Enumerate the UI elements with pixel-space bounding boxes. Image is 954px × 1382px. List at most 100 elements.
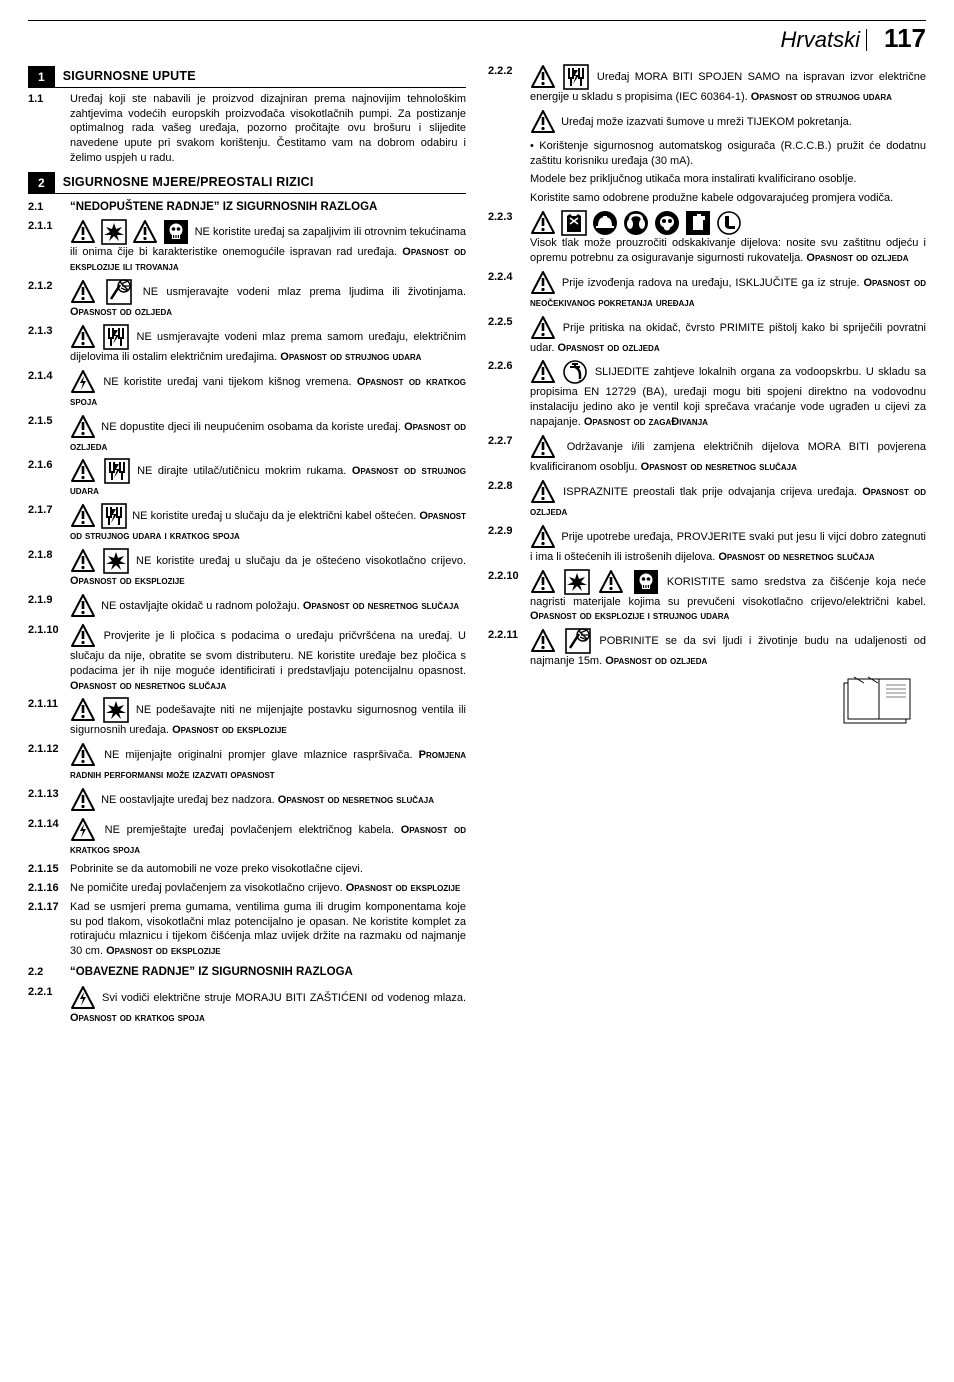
- hazard-text: Opasnost od ozljeda: [70, 306, 172, 318]
- warning-icon: [70, 324, 96, 350]
- entry-num: 2.1.4: [28, 369, 70, 410]
- hazard-text: Opasnost od nesretnog slučaja: [303, 600, 459, 612]
- entry-2-1-2: 2.1.2 NE usmjeravajte vodeni mlaz prema …: [28, 279, 466, 320]
- entry-text: NE dirajte utilač/utičnicu mokrim rukama…: [137, 465, 352, 477]
- entry-num: 1.1: [28, 92, 70, 166]
- hazard-text: Opasnost od ozljeda: [558, 342, 660, 354]
- entry-num: 2.1.15: [28, 862, 70, 877]
- entry-text: NE oostavljajte uređaj bez nadzora.: [101, 794, 278, 806]
- entry-text: Uređaj koji ste nabavili je proizvod diz…: [70, 92, 466, 166]
- section-1-head: 1 SIGURNOSNE UPUTE: [28, 66, 466, 88]
- entry-num: 2.2.1: [28, 985, 70, 1026]
- entry-num: 2.1.6: [28, 458, 70, 499]
- entry-1-1: 1.1 Uređaj koji ste nabavili je proizvod…: [28, 92, 466, 166]
- warning-icon: [70, 593, 96, 619]
- warning-icon: [530, 628, 556, 654]
- manual-illustration: [488, 675, 926, 731]
- section-1-num: 1: [28, 66, 55, 88]
- hazard-text: Opasnost od nesretnog slučaja: [718, 551, 874, 563]
- entry-2-1-3: 2.1.3 NE usmjeravajte vodeni mlaz prema …: [28, 324, 466, 365]
- warning-icon: [530, 64, 556, 90]
- entry-num: 2.1.14: [28, 817, 70, 858]
- warning-icon: [598, 569, 624, 595]
- shock-icon: [103, 324, 129, 350]
- entry-2-2-1: 2.2.1 Svi vodiči električne struje MORAJ…: [28, 985, 466, 1026]
- hazard-text: Opasnost od ozljeda: [806, 252, 908, 264]
- section-1-title: SIGURNOSNE UPUTE: [55, 66, 466, 88]
- entry-2-1-7: 2.1.7 NE koristite uređaj u slučaju da j…: [28, 503, 466, 544]
- entry-2-2-2: 2.2.2 Uređaj MORA BITI SPOJEN SAMO na is…: [488, 64, 926, 105]
- entry-num: 2.1.8: [28, 548, 70, 589]
- warning-icon: [70, 503, 96, 529]
- entry-num: 2.1.3: [28, 324, 70, 365]
- explosion-icon: [103, 548, 129, 574]
- entry-num: 2.1.2: [28, 279, 70, 320]
- skull-icon: [633, 569, 659, 595]
- section-2-num: 2: [28, 172, 55, 194]
- entry-2-1-13: 2.1.13 NE oostavljajte uređaj bez nadzor…: [28, 787, 466, 813]
- explosion-icon: [564, 569, 590, 595]
- entry-text: Provjerite je li pločica s podacima o ur…: [70, 630, 466, 677]
- entry-num: 2.1.17: [28, 900, 70, 959]
- entry-2-2-9: 2.2.9 Prije upotrebe uređaja, PROVJERITE…: [488, 524, 926, 565]
- warning-icon: [530, 270, 556, 296]
- warning-icon: [70, 279, 96, 305]
- shock-icon: [563, 64, 589, 90]
- hazard-text: Opasnost od nesretnog slučaja: [278, 794, 434, 806]
- hazard-text: Opasnost od nesretnog slučaja: [641, 461, 797, 473]
- hazard-text: Opasnost od strujnog udara: [280, 351, 421, 363]
- warning-icon: [70, 787, 96, 813]
- hazard-text: Opasnost od eksplozije: [172, 724, 287, 736]
- subsection-2-1: 2.1 “NEDOPUŠTENE RADNJE” IZ SIGURNOSNIH …: [28, 200, 466, 216]
- entry-text: ISPRAZNITE preostali tlak prije odvajanj…: [563, 486, 862, 498]
- warning-icon: [530, 109, 556, 135]
- entry-2-2-3: 2.2.3 Visok tlak može prouzročiti odskak…: [488, 210, 926, 266]
- section-2-title: SIGURNOSNE MJERE/PREOSTALI RIZICI: [55, 172, 466, 194]
- warning-icon: [530, 315, 556, 341]
- entry-2-1-9: 2.1.9 NE ostavljajte okidač u radnom pol…: [28, 593, 466, 619]
- entry-text: NE ostavljajte okidač u radnom položaju.: [101, 600, 303, 612]
- warning-icon: [70, 219, 96, 245]
- shock-icon: [101, 503, 127, 529]
- entry-2-1-5: 2.1.5 NE dopustite djeci ili neupućenim …: [28, 414, 466, 455]
- entry-2-1-8: 2.1.8 NE koristite uređaj u slučaju da j…: [28, 548, 466, 589]
- entry-num: 2.2.11: [488, 628, 530, 669]
- explosion-icon: [101, 219, 127, 245]
- entry-2-2-4: 2.2.4 Prije izvođenja radova na uređaju,…: [488, 270, 926, 311]
- entry-num: 2.2.5: [488, 315, 530, 356]
- entry-num: 2.1.1: [28, 219, 70, 275]
- page-header: Hrvatski 117: [28, 25, 926, 52]
- skull-icon: [163, 219, 189, 245]
- entry-2-1-10: 2.1.10 Provjerite je li pločica s podaci…: [28, 623, 466, 694]
- entry-2-2-6: 2.2.6 SLIJEDITE zahtjeve lokalnih organa…: [488, 359, 926, 430]
- entry-text: Modele bez priključnog utikača mora inst…: [530, 172, 926, 187]
- warning-icon: [530, 479, 556, 505]
- warning-icon: [70, 458, 96, 484]
- entry-text: • Korištenje sigurnosnog automatskog osi…: [530, 139, 926, 169]
- warning-icon: [70, 623, 96, 649]
- tap-icon: [562, 359, 588, 385]
- entry-num: 2.1.12: [28, 742, 70, 783]
- boot-icon: [716, 210, 742, 236]
- warning-icon: [132, 219, 158, 245]
- section-2-head: 2 SIGURNOSNE MJERE/PREOSTALI RIZICI: [28, 172, 466, 194]
- entry-2-2-2d: Modele bez priključnog utikača mora inst…: [488, 172, 926, 187]
- bolt-icon: [70, 817, 96, 843]
- warning-icon: [530, 210, 556, 236]
- book-icon: [836, 675, 926, 731]
- entry-text: Koristite samo odobrene produžne kabele …: [530, 191, 926, 206]
- warning-icon: [70, 697, 96, 723]
- entry-2-2-2c: • Korištenje sigurnosnog automatskog osi…: [488, 139, 926, 169]
- warning-icon: [530, 524, 556, 550]
- entry-text: NE koristite uređaj vani tijekom kišnog …: [103, 376, 357, 388]
- entry-num: 2.1.11: [28, 697, 70, 738]
- jacket-icon: [561, 210, 587, 236]
- entry-text: Svi vodiči električne struje MORAJU BITI…: [102, 991, 466, 1003]
- entry-text: NE mijenjajte originalni promjer glave m…: [104, 749, 419, 761]
- entry-2-2-11: 2.2.11 POBRINITE se da svi ljudi i život…: [488, 628, 926, 669]
- entry-num: 2.2.3: [488, 210, 530, 266]
- nospray-icon: [565, 628, 591, 654]
- entry-num: 2.1.10: [28, 623, 70, 694]
- entry-num: 2.2.4: [488, 270, 530, 311]
- entry-num: 2.1.9: [28, 593, 70, 619]
